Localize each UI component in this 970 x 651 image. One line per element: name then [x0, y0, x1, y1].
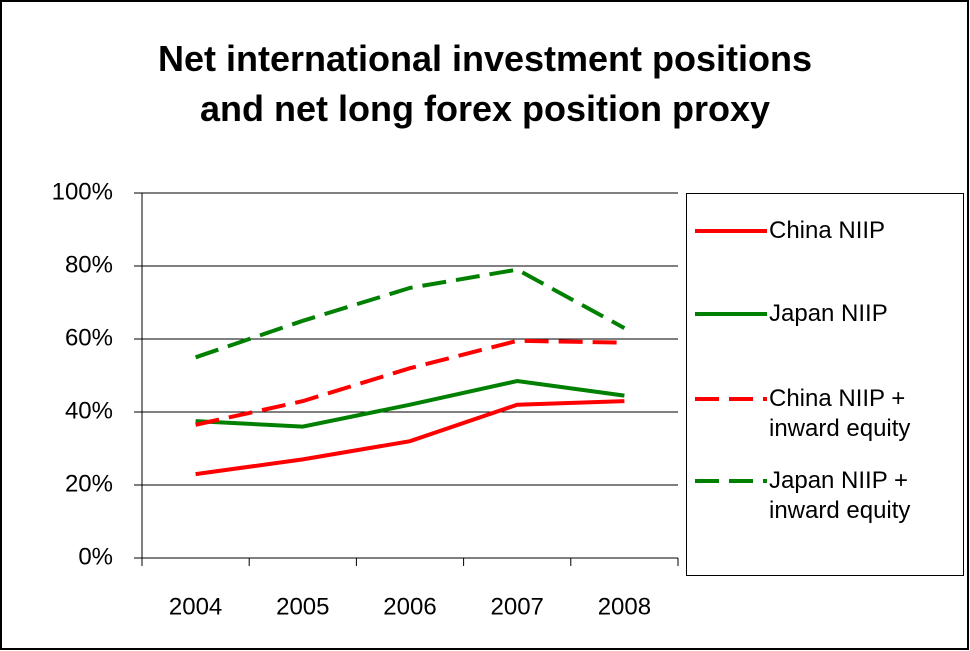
legend-entry: Japan NIIP + inward equity [695, 466, 959, 526]
x-tick-label: 2006 [383, 593, 436, 620]
y-tick-label: 0% [78, 543, 113, 570]
y-tick-label: 60% [65, 324, 113, 351]
series-line [195, 338, 625, 427]
legend-swatch [695, 397, 767, 401]
x-tick-label: 2004 [169, 593, 222, 620]
y-tick-label: 80% [65, 251, 113, 278]
y-tick-label: 20% [65, 470, 113, 497]
x-tick-label: 2007 [491, 593, 544, 620]
series-line [195, 399, 625, 477]
legend-swatch [695, 479, 767, 483]
chart-title: Net international investment positions a… [157, 38, 813, 129]
legend-label: China NIIP [769, 217, 886, 244]
x-tick-label: 2008 [598, 593, 651, 620]
legend: China NIIP Japan NIIP China NIIP + inward … [686, 193, 964, 576]
legend-entry: China NIIP + inward equity [695, 384, 959, 444]
legend-swatch [695, 312, 767, 316]
y-tick-label: 40% [65, 397, 113, 424]
legend-label: China NIIP + inward equity [769, 385, 911, 442]
y-tick-label: 100% [52, 178, 113, 205]
legend-swatch [695, 229, 767, 233]
legend-label: Japan NIIP + inward equity [769, 467, 911, 524]
legend-entry: China NIIP [695, 216, 959, 246]
series-line [195, 378, 625, 429]
series-line [194, 267, 626, 360]
legend-label: Japan NIIP [769, 300, 888, 327]
x-tick-label: 2005 [276, 593, 329, 620]
legend-entry: Japan NIIP [695, 299, 959, 329]
